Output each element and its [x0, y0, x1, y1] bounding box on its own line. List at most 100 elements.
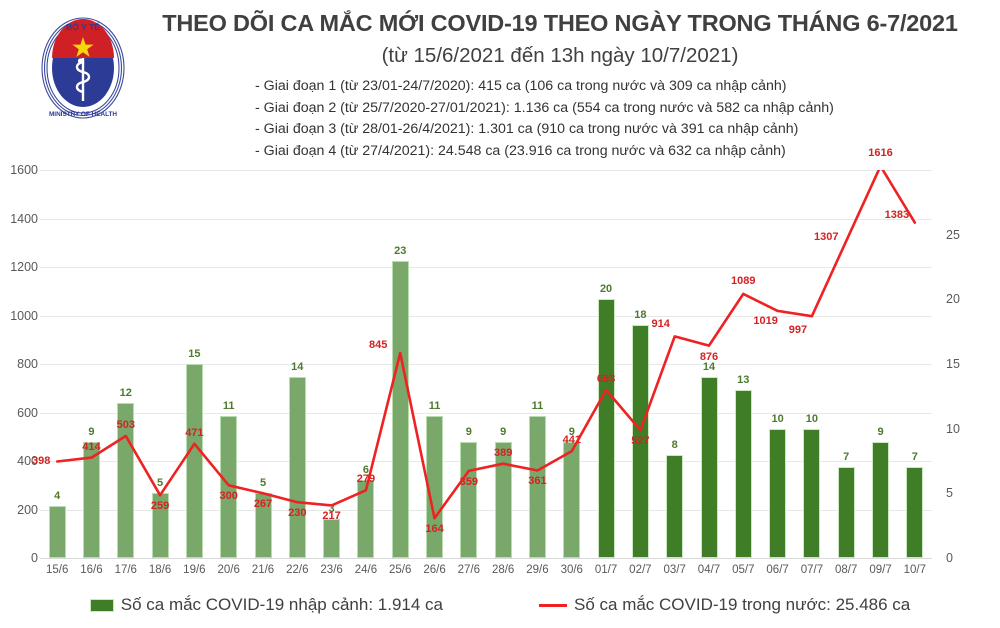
line-value-label: 845 — [369, 339, 388, 352]
gridline — [40, 218, 932, 220]
x-axis-tick: 06/7 — [766, 564, 789, 576]
chart-header: BỘ Y TẾ MINISTRY OF HEALTH THEO DÕI CA M… — [0, 0, 1000, 160]
y-axis-left-tick: 1400 — [10, 211, 38, 226]
x-axis-tick: 21/6 — [251, 564, 275, 576]
bar-value-label: 15 — [188, 348, 201, 360]
bar-value-label: 10 — [805, 412, 819, 425]
x-axis-tick: 09/7 — [869, 564, 892, 576]
bar-value-label: 9 — [500, 425, 507, 438]
bar-15-6[interactable] — [48, 506, 66, 558]
line-value-label: 1019 — [753, 314, 778, 327]
phase-summary-list: - Giai đoạn 1 (từ 23/01-24/7/2020): 415 … — [255, 76, 1000, 162]
legend-line-label: Số ca mắc COVID-19 trong nước: 25.486 ca — [574, 595, 911, 614]
x-axis-tick: 15/6 — [45, 564, 69, 576]
domestic-cases-line-series — [55, 170, 917, 520]
bar-28-6[interactable] — [494, 441, 512, 558]
legend-item-imported: Số ca mắc COVID-19 nhập cảnh: 1.914 ca — [89, 595, 443, 615]
bar-03-7[interactable] — [666, 454, 684, 558]
bar-09-7[interactable] — [872, 441, 890, 558]
gridline — [40, 509, 932, 511]
phase-line: - Giai đoạn 1 (từ 23/01-24/7/2020): 415 … — [255, 78, 787, 94]
y-axis-left-tick: 1000 — [10, 308, 38, 323]
line-value-label: 997 — [788, 324, 808, 337]
bar-16-6[interactable] — [82, 441, 100, 558]
title-block: THEO DÕI CA MẮC MỚI COVID-19 THEO NGÀY T… — [130, 8, 990, 71]
bar-value-label: 7 — [911, 451, 918, 464]
y-axis-right-tick: 10 — [946, 421, 960, 436]
bar-07-7[interactable] — [803, 428, 821, 558]
gridline — [40, 558, 932, 559]
y-axis-right: 0 5 10 15 20 25 — [946, 170, 986, 565]
bar-30-6[interactable] — [563, 441, 581, 558]
bar-value-label: 11 — [531, 399, 544, 412]
page-subtitle: (từ 15/6/2021 đến 13h ngày 10/7/2021) — [381, 44, 739, 67]
bar-value-label: 14 — [702, 360, 716, 373]
bar-value-label: 11 — [222, 399, 235, 412]
x-axis-tick: 02/7 — [629, 564, 652, 576]
bar-08-7[interactable] — [837, 467, 855, 558]
line-value-label: 361 — [528, 475, 547, 488]
legend-item-domestic: Số ca mắc COVID-19 trong nước: 25.486 ca — [539, 595, 910, 615]
line-value-label: 300 — [219, 490, 238, 503]
bar-value-label: 9 — [877, 425, 884, 438]
logo-top-text: BỘ Y TẾ — [66, 21, 100, 32]
line-value-label: 914 — [651, 318, 670, 331]
bar-23-6[interactable] — [323, 519, 341, 558]
y-axis-left: 0 200 400 600 800 1000 1200 1400 1600 — [0, 163, 38, 565]
bar-value-label: 3 — [328, 503, 335, 516]
chart-legend: Số ca mắc COVID-19 nhập cảnh: 1.914 ca S… — [0, 590, 1000, 620]
bar-19-6[interactable] — [185, 364, 203, 558]
gridline — [40, 364, 932, 365]
x-axis-tick: 30/6 — [560, 564, 583, 576]
ministry-of-health-logo-icon: BỘ Y TẾ MINISTRY OF HEALTH — [38, 8, 128, 123]
x-axis-tick: 10/7 — [903, 564, 927, 576]
line-value-label: 1089 — [731, 274, 756, 287]
y-axis-left-tick: 0 — [31, 551, 38, 565]
y-axis-right-tick: 5 — [946, 486, 953, 501]
y-axis-left-tick: 200 — [17, 502, 38, 517]
y-axis-right-tick: 25 — [946, 227, 960, 242]
bar-24-6[interactable] — [357, 480, 375, 558]
gridline — [40, 461, 932, 462]
line-value-label: 1307 — [813, 231, 839, 244]
bar-value-label: 6 — [362, 464, 369, 477]
line-value-label: 1383 — [884, 208, 910, 221]
bar-05-7[interactable] — [734, 389, 752, 558]
bar-22-6[interactable] — [288, 376, 306, 558]
bar-value-label: 18 — [634, 309, 647, 322]
y-axis-left-tick: 1200 — [10, 260, 38, 274]
phase-line: - Giai đoạn 4 (từ 27/4/2021): 24.548 ca … — [255, 142, 786, 159]
y-axis-left-tick: 600 — [17, 405, 38, 420]
bar-01-7[interactable] — [597, 299, 615, 558]
line-value-label: 398 — [31, 455, 51, 468]
bar-value-label: 20 — [599, 283, 613, 296]
domestic-cases-polyline — [55, 170, 917, 520]
x-axis-tick: 20/6 — [217, 564, 240, 576]
line-value-label: 1616 — [868, 147, 893, 160]
gridline — [40, 267, 932, 268]
legend-bar-label: Số ca mắc COVID-19 nhập cảnh: 1.914 ca — [120, 595, 443, 614]
x-axis-tick: 28/6 — [491, 564, 515, 576]
bar-10-7[interactable] — [906, 467, 924, 558]
x-axis-tick: 18/6 — [148, 564, 172, 576]
bar-29-6[interactable] — [528, 415, 546, 558]
line-value-label: 217 — [322, 510, 341, 523]
bar-25-6[interactable] — [391, 260, 409, 558]
bar-value-label: 10 — [771, 412, 784, 425]
x-axis-tick: 25/6 — [389, 564, 412, 576]
bar-value-label: 7 — [843, 451, 850, 464]
y-axis-left-tick: 1600 — [10, 163, 38, 177]
x-axis-tick: 03/7 — [663, 564, 686, 576]
legend-bar-swatch-icon — [89, 598, 114, 612]
bar-04-7[interactable] — [700, 376, 718, 558]
bar-26-6[interactable] — [426, 415, 444, 558]
y-axis-right-tick: 15 — [946, 357, 960, 371]
y-axis-left-tick: 400 — [17, 454, 38, 468]
bar-value-label: 5 — [157, 477, 164, 490]
bar-value-label: 23 — [394, 244, 407, 257]
bar-02-7[interactable] — [631, 325, 649, 558]
bar-06-7[interactable] — [769, 428, 787, 558]
bar-value-label: 11 — [428, 399, 441, 412]
line-value-label: 164 — [425, 523, 444, 536]
